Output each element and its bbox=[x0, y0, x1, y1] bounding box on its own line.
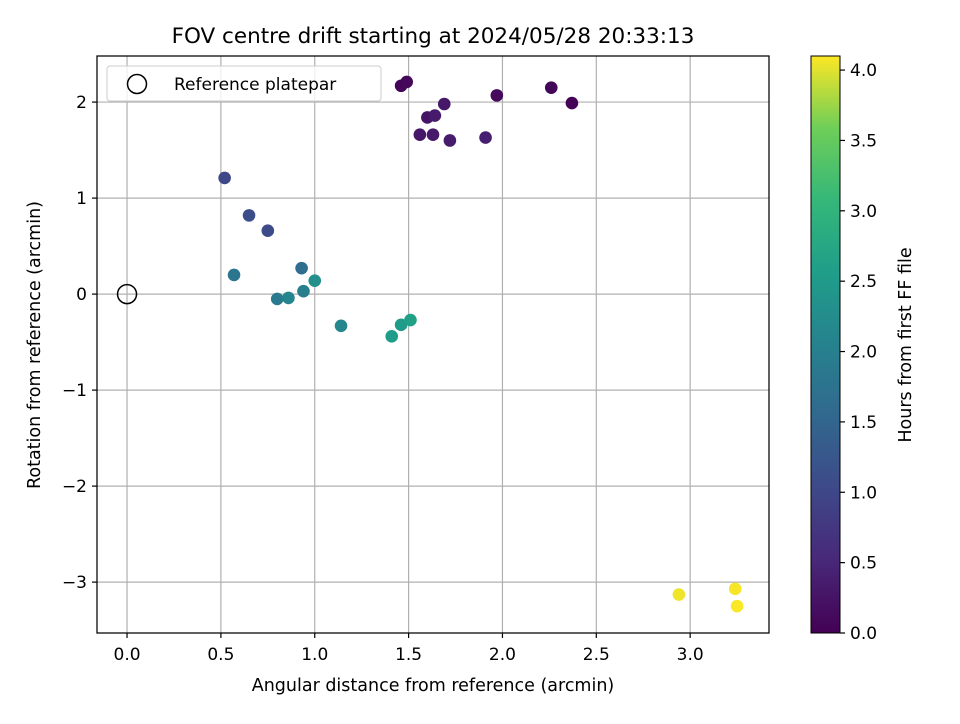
data-point bbox=[437, 97, 451, 111]
colorbar-tick-label: 3.5 bbox=[850, 131, 877, 151]
legend-box bbox=[106, 65, 382, 102]
colorbar-tick-label: 0.5 bbox=[850, 554, 877, 574]
x-tick-label: 2.0 bbox=[489, 645, 516, 665]
y-tick-label: −1 bbox=[62, 381, 87, 401]
x-axis: 0.0 0.5 1.0 1.5 2.0 2.5 3.0 bbox=[114, 633, 704, 665]
data-point bbox=[334, 319, 348, 333]
y-tick-label: −2 bbox=[62, 477, 87, 497]
x-tick-label: 2.5 bbox=[583, 645, 610, 665]
data-point bbox=[443, 134, 457, 147]
data-point bbox=[400, 75, 414, 89]
data-point bbox=[544, 81, 558, 94]
colorbar-tick-label: 4.0 bbox=[850, 61, 877, 81]
colorbar-tick-label: 0.0 bbox=[850, 624, 877, 644]
colorbar-tick-label: 1.5 bbox=[850, 413, 877, 433]
data-point bbox=[728, 582, 742, 596]
data-point bbox=[218, 171, 231, 185]
x-axis-label: Angular distance from reference (arcmin) bbox=[252, 676, 615, 696]
colorbar-gradient bbox=[810, 55, 841, 634]
legend: Reference platepar bbox=[106, 65, 382, 102]
chart-title: FOV centre drift starting at 2024/05/28 … bbox=[172, 24, 695, 49]
y-tick-label: −3 bbox=[62, 573, 87, 593]
x-tick-label: 0.5 bbox=[207, 645, 234, 665]
y-axis: −3 −2 −1 0 1 2 bbox=[62, 93, 97, 593]
data-point bbox=[308, 274, 322, 287]
colorbar-label: Hours from first FF file bbox=[896, 247, 916, 442]
data-point bbox=[404, 313, 417, 327]
colorbar-tick-label: 2.5 bbox=[850, 272, 877, 292]
legend-marker-icon bbox=[126, 73, 148, 95]
grid bbox=[97, 56, 769, 633]
data-point bbox=[565, 96, 579, 110]
y-tick-label: 2 bbox=[76, 93, 87, 113]
data-point bbox=[297, 284, 310, 298]
colorbar: 0.0 0.5 1.0 1.5 2.0 2.5 3.0 3.5 4.0 Hours from f… bbox=[810, 55, 916, 644]
reference-platepar-marker bbox=[116, 283, 138, 305]
x-tick-label: 3.0 bbox=[677, 645, 704, 665]
data-point bbox=[730, 599, 744, 613]
data-point bbox=[295, 261, 308, 275]
x-tick-label: 1.0 bbox=[301, 645, 328, 665]
data-point bbox=[428, 109, 442, 122]
x-tick-label: 0.0 bbox=[114, 645, 141, 665]
data-point bbox=[242, 209, 256, 222]
data-point bbox=[270, 292, 284, 306]
y-tick-label: 1 bbox=[76, 189, 87, 209]
data-point bbox=[261, 224, 275, 238]
data-point bbox=[282, 291, 295, 305]
colorbar-tick-label: 2.0 bbox=[850, 343, 877, 363]
data-point bbox=[490, 89, 504, 102]
data-point bbox=[479, 131, 492, 144]
y-tick-label: 0 bbox=[76, 285, 87, 305]
colorbar-tick-label: 3.0 bbox=[850, 202, 877, 222]
data-point bbox=[385, 330, 399, 343]
legend-label: Reference platepar bbox=[174, 75, 336, 95]
data-point bbox=[672, 588, 686, 601]
colorbar-tick-label: 1.0 bbox=[850, 483, 877, 503]
plot-frame bbox=[96, 55, 770, 634]
data-point bbox=[426, 128, 440, 142]
data-points bbox=[218, 75, 744, 613]
x-tick-label: 1.5 bbox=[395, 645, 422, 665]
data-point bbox=[413, 128, 427, 142]
data-point bbox=[394, 318, 408, 332]
data-point bbox=[227, 268, 241, 282]
colorbar-ticks: 0.0 0.5 1.0 1.5 2.0 2.5 3.0 3.5 4.0 bbox=[840, 61, 877, 644]
y-axis-label: Rotation from reference (arcmin) bbox=[25, 201, 45, 489]
